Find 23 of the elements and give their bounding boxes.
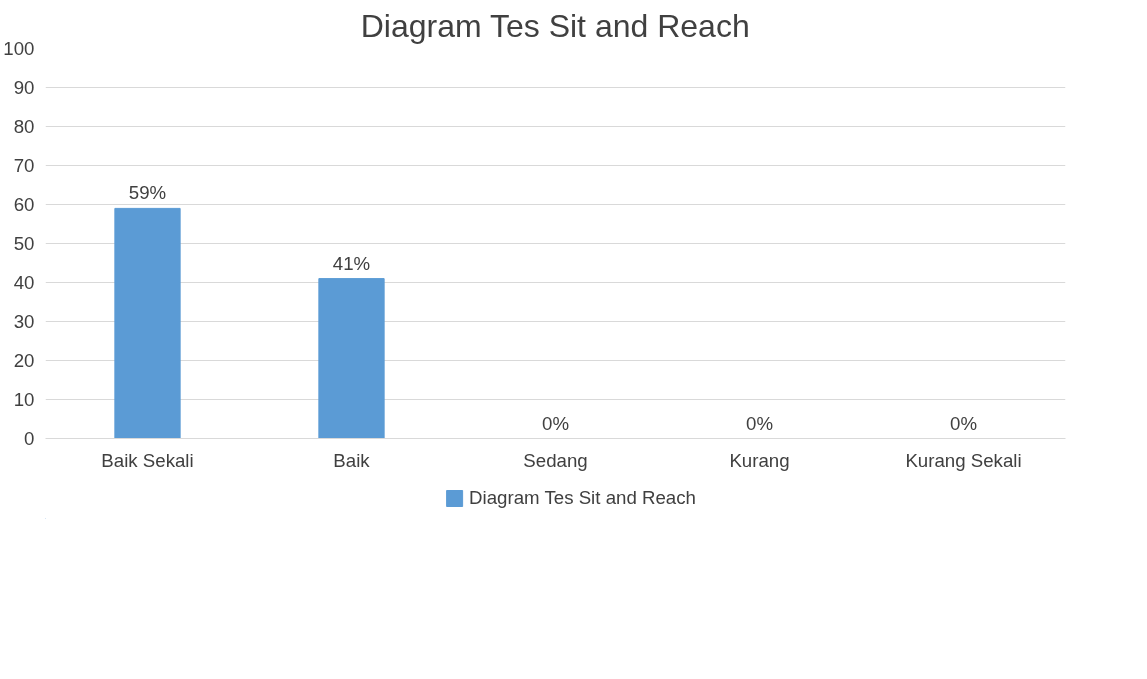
legend-label: Diagram Tes Sit and Reach xyxy=(469,487,696,509)
data-label: 0% xyxy=(950,412,977,434)
x-tick-label: Kurang Sekali xyxy=(905,449,1022,471)
x-tick-label: Sedang xyxy=(523,449,588,471)
y-tick-label: 20 xyxy=(13,350,35,371)
y-tick-label: 80 xyxy=(13,116,35,137)
data-label: 0% xyxy=(542,412,569,434)
y-tick-label: 90 xyxy=(13,77,35,98)
y-tick-label: 50 xyxy=(13,233,35,254)
x-tick-label: Baik xyxy=(333,449,371,471)
y-tick-label: 10 xyxy=(13,389,35,410)
y-tick-label: 40 xyxy=(13,272,35,293)
y-tick-label: 100 xyxy=(3,38,35,59)
y-tick-label: 30 xyxy=(13,311,35,332)
data-label: 0% xyxy=(746,412,773,434)
data-label: 59% xyxy=(128,182,167,204)
y-tick-label: 0 xyxy=(24,428,35,449)
y-tick-label: 60 xyxy=(13,194,35,215)
x-tick-label: Baik Sekali xyxy=(101,449,194,471)
chart-title: Diagram Tes Sit and Reach xyxy=(360,7,750,44)
data-label: 41% xyxy=(332,252,371,274)
x-tick-label: Kurang xyxy=(729,449,790,471)
y-tick-label: 70 xyxy=(13,155,35,176)
